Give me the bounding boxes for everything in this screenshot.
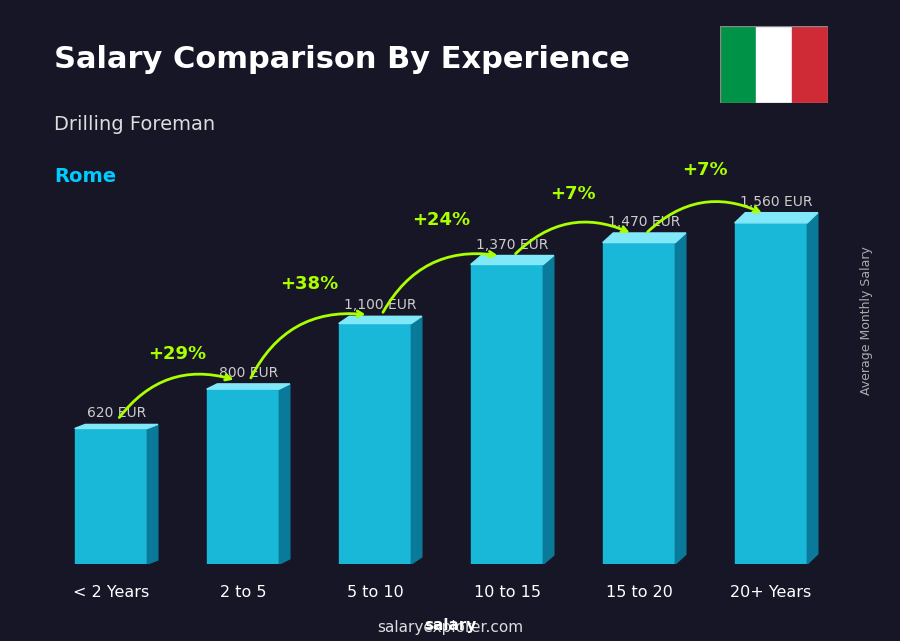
- Polygon shape: [675, 233, 686, 564]
- Bar: [471, 265, 544, 564]
- Text: 10 to 15: 10 to 15: [473, 585, 541, 600]
- Text: +7%: +7%: [682, 161, 728, 179]
- Bar: [734, 223, 807, 564]
- Text: Rome: Rome: [54, 167, 116, 186]
- Polygon shape: [603, 233, 686, 242]
- Text: 20+ Years: 20+ Years: [731, 585, 812, 600]
- Polygon shape: [734, 213, 818, 223]
- Text: salary: salary: [424, 619, 476, 633]
- Polygon shape: [279, 384, 290, 564]
- Text: Salary Comparison By Experience: Salary Comparison By Experience: [54, 45, 630, 74]
- Text: 1,470 EUR: 1,470 EUR: [608, 215, 680, 229]
- Polygon shape: [75, 424, 158, 428]
- Bar: [756, 26, 792, 103]
- Text: 1,560 EUR: 1,560 EUR: [740, 195, 813, 209]
- Bar: [75, 428, 148, 564]
- Text: 2 to 5: 2 to 5: [220, 585, 266, 600]
- Bar: [338, 324, 411, 564]
- Polygon shape: [148, 424, 157, 564]
- Text: 800 EUR: 800 EUR: [219, 366, 278, 380]
- Text: +7%: +7%: [550, 185, 596, 203]
- Polygon shape: [207, 384, 290, 389]
- Text: +38%: +38%: [280, 275, 338, 293]
- Text: salaryexplorer.com: salaryexplorer.com: [377, 620, 523, 635]
- Bar: [207, 389, 279, 564]
- Polygon shape: [411, 316, 422, 564]
- Text: Drilling Foreman: Drilling Foreman: [54, 115, 215, 135]
- Text: 15 to 20: 15 to 20: [606, 585, 672, 600]
- Text: +24%: +24%: [412, 212, 470, 229]
- Text: < 2 Years: < 2 Years: [73, 585, 149, 600]
- Bar: [720, 26, 756, 103]
- Text: 5 to 10: 5 to 10: [346, 585, 403, 600]
- Polygon shape: [338, 316, 422, 324]
- Bar: [792, 26, 828, 103]
- Polygon shape: [544, 256, 554, 564]
- Bar: [603, 242, 675, 564]
- Polygon shape: [807, 213, 818, 564]
- Text: 1,370 EUR: 1,370 EUR: [476, 238, 548, 251]
- Polygon shape: [471, 256, 554, 265]
- Text: +29%: +29%: [148, 345, 206, 363]
- Text: 1,100 EUR: 1,100 EUR: [344, 298, 417, 312]
- Text: Average Monthly Salary: Average Monthly Salary: [860, 246, 873, 395]
- Text: 620 EUR: 620 EUR: [86, 406, 146, 420]
